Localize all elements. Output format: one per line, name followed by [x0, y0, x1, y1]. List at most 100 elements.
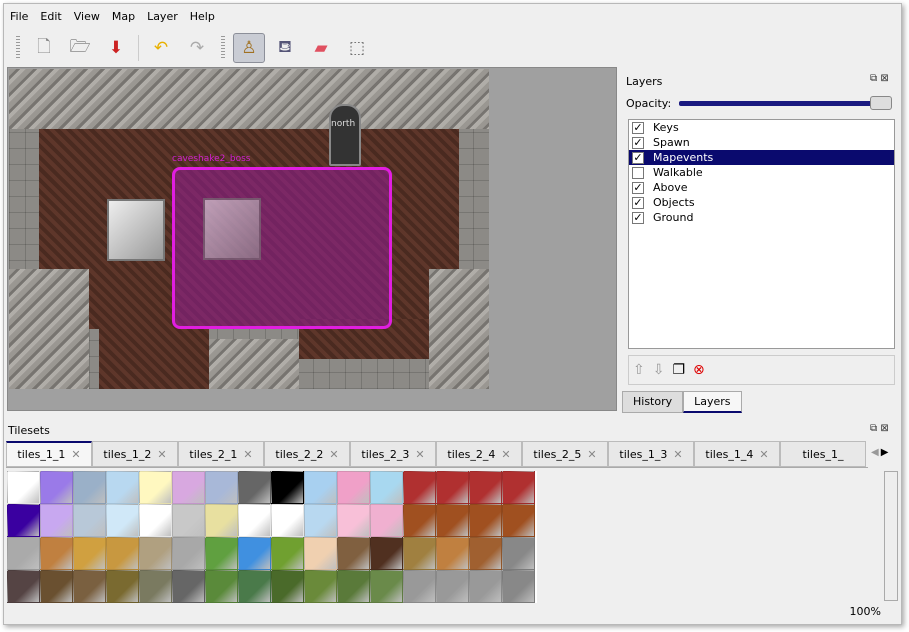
delete-layer-icon[interactable]: ⊗: [693, 362, 705, 378]
visibility-checkbox[interactable]: [632, 166, 644, 179]
layer-item[interactable]: ✓ Spawn: [629, 135, 894, 150]
tile[interactable]: [106, 570, 139, 603]
tile[interactable]: [205, 537, 238, 570]
tile[interactable]: [7, 471, 40, 504]
tile[interactable]: [106, 471, 139, 504]
tile[interactable]: [403, 504, 436, 537]
duplicate-layer-icon[interactable]: ❐: [672, 362, 686, 378]
toolbar-grip[interactable]: [16, 36, 20, 60]
move-layer-up-icon[interactable]: ⇧: [633, 362, 645, 378]
tile[interactable]: [469, 504, 502, 537]
tile[interactable]: [7, 537, 40, 570]
new-file-button[interactable]: 🗋: [28, 33, 60, 63]
tile[interactable]: [106, 537, 139, 570]
tile[interactable]: [238, 504, 271, 537]
tile[interactable]: [370, 537, 403, 570]
menu-edit[interactable]: Edit: [40, 10, 62, 23]
map-canvas[interactable]: caveshake2_boss north: [9, 69, 489, 389]
tile[interactable]: [436, 537, 469, 570]
tileset-tab[interactable]: tiles_2_5 ✕: [522, 441, 608, 467]
close-tab-icon[interactable]: ✕: [71, 448, 81, 461]
tab-history[interactable]: History: [622, 391, 684, 413]
tile[interactable]: [139, 570, 172, 603]
tileset-tab[interactable]: tiles_1_2 ✕: [92, 441, 178, 467]
close-tab-icon[interactable]: ✕: [759, 447, 769, 461]
tile[interactable]: [139, 504, 172, 537]
tileset-tab[interactable]: tiles_2_4 ✕: [436, 441, 522, 467]
visibility-checkbox[interactable]: ✓: [632, 135, 644, 149]
tile[interactable]: [40, 570, 73, 603]
tile[interactable]: [304, 537, 337, 570]
tile[interactable]: [271, 471, 304, 504]
visibility-checkbox[interactable]: ✓: [632, 120, 644, 134]
dock-float-close-buttons[interactable]: ⧉ ⊠: [870, 423, 889, 434]
tile[interactable]: [337, 471, 370, 504]
tile[interactable]: [40, 471, 73, 504]
selected-object[interactable]: [172, 167, 392, 329]
layer-item[interactable]: Walkable: [629, 165, 894, 180]
tile[interactable]: [238, 537, 271, 570]
tileset-grid[interactable]: [7, 471, 537, 603]
tile[interactable]: [436, 471, 469, 504]
tile[interactable]: [502, 504, 535, 537]
slider-handle[interactable]: [870, 96, 892, 110]
tileset-tab[interactable]: tiles_1_1 ✕: [6, 441, 92, 467]
bucket-fill-button[interactable]: ⛾: [269, 33, 301, 63]
visibility-checkbox[interactable]: ✓: [632, 210, 644, 224]
menu-layer[interactable]: Layer: [147, 10, 178, 23]
tileset-tab[interactable]: tiles_1_4 ✕: [694, 441, 780, 467]
tile[interactable]: [172, 570, 205, 603]
tile[interactable]: [271, 504, 304, 537]
tab-scroll-left-icon[interactable]: ◀: [871, 447, 879, 458]
tile[interactable]: [337, 504, 370, 537]
tile[interactable]: [304, 471, 337, 504]
undo-button[interactable]: ↶: [145, 33, 177, 63]
tile[interactable]: [73, 471, 106, 504]
tile[interactable]: [337, 537, 370, 570]
menu-map[interactable]: Map: [111, 10, 136, 23]
close-tab-icon[interactable]: ✕: [587, 447, 597, 461]
close-tab-icon[interactable]: ✕: [501, 447, 511, 461]
menu-file[interactable]: File: [10, 10, 29, 23]
eraser-button[interactable]: ▰: [305, 33, 337, 63]
tile[interactable]: [370, 504, 403, 537]
tile[interactable]: [106, 504, 139, 537]
menu-help[interactable]: Help: [189, 10, 215, 23]
tile[interactable]: [271, 570, 304, 603]
opacity-slider[interactable]: [679, 96, 892, 110]
tab-scroll-right-icon[interactable]: ▶: [880, 447, 889, 458]
tile[interactable]: [436, 504, 469, 537]
tile[interactable]: [205, 471, 238, 504]
tileset-tab[interactable]: tiles_2_3 ✕: [350, 441, 436, 467]
tile[interactable]: [172, 504, 205, 537]
tile[interactable]: [271, 537, 304, 570]
close-tab-icon[interactable]: ✕: [329, 447, 339, 461]
tile[interactable]: [370, 471, 403, 504]
tile[interactable]: [73, 504, 106, 537]
tile[interactable]: [205, 570, 238, 603]
visibility-checkbox[interactable]: ✓: [632, 150, 644, 164]
tile[interactable]: [139, 471, 172, 504]
tile[interactable]: [40, 504, 73, 537]
tile[interactable]: [7, 504, 40, 537]
tile[interactable]: [40, 537, 73, 570]
tile[interactable]: [502, 570, 535, 603]
tileset-tab[interactable]: tiles_2_2 ✕: [264, 441, 350, 467]
close-tab-icon[interactable]: ✕: [673, 447, 683, 461]
open-folder-button[interactable]: 🗁: [64, 33, 96, 63]
tile[interactable]: [73, 537, 106, 570]
dock-float-close-buttons[interactable]: ⧉ ⊠: [870, 73, 889, 84]
layer-item[interactable]: ✓ Keys: [629, 120, 894, 135]
close-tab-icon[interactable]: ✕: [415, 447, 425, 461]
tile[interactable]: [238, 570, 271, 603]
visibility-checkbox[interactable]: ✓: [632, 195, 644, 209]
toolbar-grip[interactable]: [221, 36, 225, 60]
tile[interactable]: [73, 570, 106, 603]
layer-item[interactable]: ✓ Objects: [629, 195, 894, 210]
map-view[interactable]: caveshake2_boss north: [7, 67, 617, 411]
layer-item[interactable]: ✓ Mapevents: [629, 150, 894, 165]
tile[interactable]: [172, 471, 205, 504]
layer-item[interactable]: ✓ Above: [629, 180, 894, 195]
tile[interactable]: [304, 504, 337, 537]
tile[interactable]: [469, 537, 502, 570]
